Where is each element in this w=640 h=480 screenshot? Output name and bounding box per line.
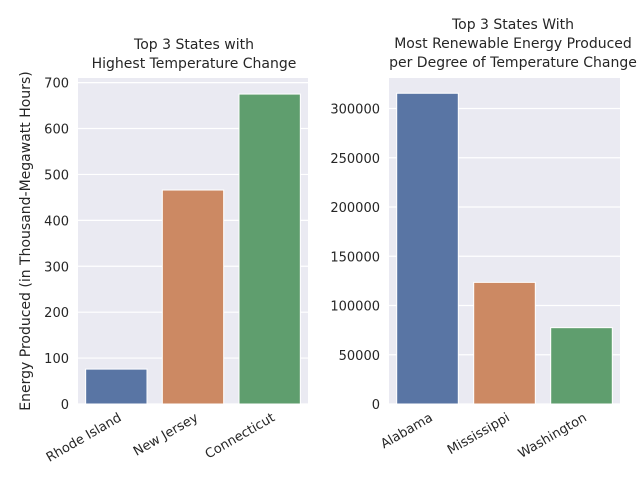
bar-connecticut bbox=[238, 93, 301, 405]
right-y-tick-label: 100000 bbox=[330, 300, 380, 315]
right-chart: 0 50000 100000 150000 200000 250000 300000 Ala… bbox=[330, 17, 637, 462]
left-y-tick-label: 0 bbox=[61, 398, 69, 413]
right-y-tick-label: 300000 bbox=[330, 103, 380, 118]
right-title-line: Top 3 States With bbox=[451, 17, 574, 33]
right-title-line: Most Renewable Energy Produced bbox=[394, 36, 632, 52]
left-x-tick-label: New Jersey bbox=[131, 410, 201, 459]
right-y-tick-label: 200000 bbox=[330, 201, 380, 216]
left-title-line: Top 3 States with bbox=[133, 37, 254, 53]
left-title-line: Highest Temperature Change bbox=[92, 56, 297, 72]
left-y-tick-label: 700 bbox=[44, 77, 69, 92]
right-x-tick-label: Washington bbox=[516, 410, 590, 461]
bar-new-jersey bbox=[161, 189, 225, 405]
bar-rhode-island bbox=[85, 368, 148, 405]
right-x-tick-label: Alabama bbox=[378, 410, 435, 452]
left-y-tick-label: 500 bbox=[44, 168, 69, 183]
bar-washington bbox=[550, 327, 613, 405]
left-y-axis-label: Energy Produced (in Thousand-Megawatt Ho… bbox=[18, 71, 34, 410]
left-y-tick-label: 400 bbox=[44, 214, 69, 229]
left-x-tick-label: Rhode Island bbox=[44, 410, 125, 465]
right-y-tick-label: 50000 bbox=[339, 349, 380, 364]
right-y-tick-label: 250000 bbox=[330, 152, 380, 167]
bar-alabama bbox=[396, 92, 459, 405]
right-x-tick-label: Mississippi bbox=[445, 410, 512, 458]
right-title-line: per Degree of Temperature Change bbox=[389, 55, 637, 71]
right-chart-title: Top 3 States With Most Renewable Energy P… bbox=[389, 17, 637, 71]
bar-mississippi bbox=[473, 281, 536, 405]
left-chart-title: Top 3 States with Highest Temperature Cha… bbox=[92, 37, 297, 72]
left-y-tick-label: 100 bbox=[44, 352, 69, 367]
right-y-tick-label: 150000 bbox=[330, 250, 380, 265]
left-x-tick-label: Connecticut bbox=[203, 410, 278, 462]
left-y-tick-label: 300 bbox=[44, 260, 69, 275]
left-y-tick-label: 200 bbox=[44, 306, 69, 321]
left-chart: 0 100 200 300 400 500 600 700 Rhode Island New J… bbox=[18, 37, 308, 466]
left-y-tick-label: 600 bbox=[44, 123, 69, 138]
right-y-tick-label: 0 bbox=[372, 398, 380, 413]
